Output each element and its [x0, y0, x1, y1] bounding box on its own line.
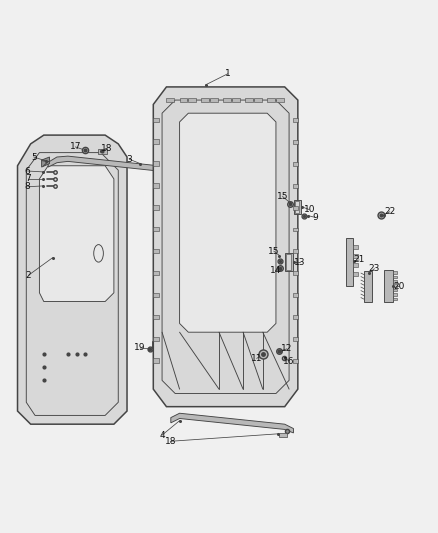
Text: 11: 11: [251, 354, 262, 363]
Bar: [153, 314, 159, 319]
Bar: [276, 98, 284, 102]
Text: 13: 13: [294, 257, 306, 266]
Bar: [153, 336, 159, 341]
Text: 5: 5: [31, 152, 37, 161]
Bar: [293, 359, 298, 363]
Bar: [153, 161, 159, 166]
Bar: [393, 289, 397, 292]
Bar: [293, 184, 298, 188]
Bar: [293, 162, 298, 166]
Bar: [153, 183, 159, 188]
Bar: [293, 249, 298, 253]
Text: 2: 2: [26, 271, 31, 280]
Bar: [346, 238, 353, 286]
Bar: [166, 98, 174, 102]
Text: 18: 18: [101, 144, 112, 153]
Bar: [153, 249, 159, 253]
Bar: [293, 206, 298, 209]
Bar: [293, 337, 298, 341]
Bar: [210, 98, 218, 102]
Bar: [153, 118, 159, 122]
Bar: [153, 140, 159, 144]
Bar: [353, 245, 358, 249]
Text: 1: 1: [225, 69, 231, 78]
Bar: [384, 270, 393, 302]
Bar: [98, 149, 107, 154]
Bar: [201, 98, 209, 102]
Text: 22: 22: [384, 207, 396, 216]
Bar: [293, 315, 298, 319]
Text: 7: 7: [25, 174, 31, 183]
Bar: [293, 293, 298, 297]
Bar: [153, 227, 159, 231]
Bar: [353, 263, 358, 268]
Text: 14: 14: [270, 266, 282, 276]
Bar: [188, 98, 196, 102]
Bar: [293, 140, 298, 144]
Text: 18: 18: [165, 437, 177, 446]
Polygon shape: [286, 254, 291, 270]
Polygon shape: [153, 87, 298, 407]
Bar: [153, 205, 159, 209]
Polygon shape: [42, 157, 49, 167]
Bar: [393, 271, 397, 274]
Bar: [245, 98, 253, 102]
Bar: [293, 228, 298, 231]
Text: 4: 4: [159, 431, 165, 440]
Text: 17: 17: [70, 142, 81, 151]
Polygon shape: [295, 201, 299, 213]
Text: 21: 21: [353, 255, 365, 264]
Text: 3: 3: [126, 155, 132, 164]
Polygon shape: [18, 135, 127, 424]
Text: 16: 16: [283, 357, 295, 366]
Bar: [180, 98, 187, 102]
Bar: [293, 271, 298, 275]
Text: 8: 8: [25, 182, 31, 191]
Bar: [393, 280, 397, 282]
Polygon shape: [39, 166, 114, 302]
Bar: [232, 98, 240, 102]
Text: 15: 15: [277, 192, 288, 201]
Text: 6: 6: [25, 166, 31, 175]
Polygon shape: [48, 156, 180, 178]
Polygon shape: [285, 253, 293, 271]
Polygon shape: [162, 100, 289, 393]
Text: 12: 12: [281, 344, 293, 353]
Text: 20: 20: [393, 282, 404, 290]
Bar: [279, 432, 287, 437]
Bar: [364, 271, 372, 302]
Bar: [267, 98, 275, 102]
Bar: [223, 98, 231, 102]
Polygon shape: [294, 200, 301, 214]
Bar: [353, 272, 358, 276]
Polygon shape: [26, 152, 118, 415]
Polygon shape: [180, 113, 276, 332]
Bar: [393, 276, 397, 278]
Text: 15: 15: [268, 247, 279, 256]
Bar: [393, 285, 397, 287]
Bar: [393, 293, 397, 296]
Bar: [254, 98, 262, 102]
Text: 9: 9: [312, 213, 318, 222]
Bar: [153, 359, 159, 363]
Text: 10: 10: [304, 205, 315, 214]
Bar: [153, 293, 159, 297]
Bar: [393, 297, 397, 300]
Bar: [353, 254, 358, 258]
Bar: [153, 271, 159, 275]
Polygon shape: [171, 413, 293, 433]
Text: 23: 23: [369, 264, 380, 273]
Text: 19: 19: [134, 343, 146, 352]
Bar: [293, 118, 298, 122]
